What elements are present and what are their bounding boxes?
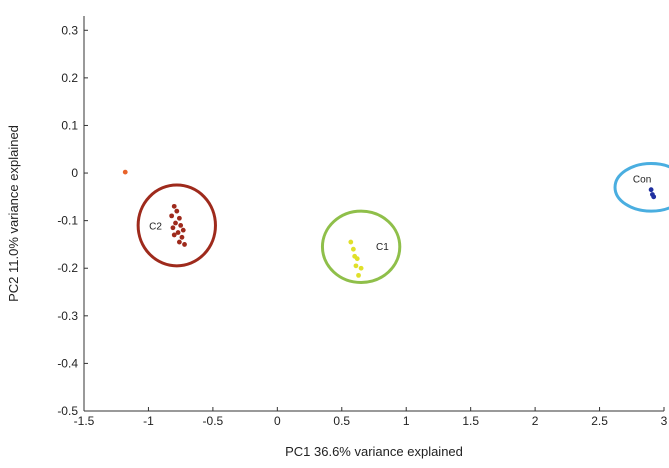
y-tick-label: 0.3 bbox=[61, 23, 78, 37]
data-point bbox=[180, 227, 186, 233]
x-tick-label: 0.5 bbox=[333, 414, 350, 428]
data-point bbox=[174, 208, 180, 214]
data-point bbox=[182, 242, 187, 247]
data-point bbox=[348, 239, 354, 245]
x-axis-title: PC1 36.6% variance explained bbox=[285, 444, 463, 459]
y-axis-title: PC2 11.0% variance explained bbox=[6, 125, 21, 302]
x-tick-label: 1 bbox=[403, 414, 410, 428]
x-tick-label: 1.5 bbox=[462, 414, 479, 428]
data-point bbox=[350, 246, 356, 252]
data-point bbox=[354, 256, 360, 262]
cluster-ellipse-con bbox=[613, 162, 669, 213]
data-point bbox=[171, 203, 177, 209]
cluster-label-con: Con bbox=[633, 175, 651, 186]
y-tick-label: -0.3 bbox=[57, 309, 78, 323]
data-point bbox=[353, 263, 359, 269]
cluster-label-c2: C2 bbox=[149, 221, 162, 232]
cluster-ellipse-c1 bbox=[320, 209, 402, 285]
y-tick-label: -0.2 bbox=[57, 261, 78, 275]
x-tick-label: 0 bbox=[274, 414, 281, 428]
data-point bbox=[176, 215, 182, 221]
y-tick-label: -0.4 bbox=[57, 356, 78, 370]
data-points bbox=[122, 169, 657, 278]
data-point bbox=[170, 225, 176, 231]
cluster-ellipse-c2 bbox=[136, 183, 217, 268]
y-tick-label: 0.2 bbox=[61, 71, 78, 85]
data-point bbox=[178, 222, 184, 228]
data-point bbox=[356, 272, 361, 278]
data-point bbox=[176, 239, 182, 245]
data-point bbox=[171, 232, 177, 238]
x-tick-label: -0.5 bbox=[203, 414, 224, 428]
y-tick-label: 0.1 bbox=[61, 118, 78, 132]
data-point bbox=[651, 194, 657, 200]
x-tick-label: 3 bbox=[661, 414, 668, 428]
x-tick-label: -1.5 bbox=[74, 414, 95, 428]
data-point bbox=[169, 213, 175, 219]
y-tick-label: -0.1 bbox=[57, 214, 78, 228]
data-point bbox=[358, 265, 364, 271]
data-point bbox=[179, 234, 185, 240]
data-point bbox=[173, 220, 178, 226]
x-tick-label: 2 bbox=[532, 414, 539, 428]
cluster-ellipses: C2 C1 Con bbox=[136, 162, 669, 285]
axes: -1.5 -1 -0.5 0 0.5 1 1.5 2 2.5 3 0.3 0.2 0.1 0 -0.1 -0.… bbox=[57, 16, 668, 428]
x-tick-label: -1 bbox=[143, 414, 154, 428]
data-point bbox=[648, 187, 654, 193]
data-point bbox=[122, 169, 128, 175]
cluster-label-c1: C1 bbox=[376, 242, 389, 253]
x-tick-label: 2.5 bbox=[591, 414, 608, 428]
data-point bbox=[175, 230, 181, 235]
y-tick-label: -0.5 bbox=[57, 404, 78, 418]
y-tick-label: 0 bbox=[71, 166, 78, 180]
